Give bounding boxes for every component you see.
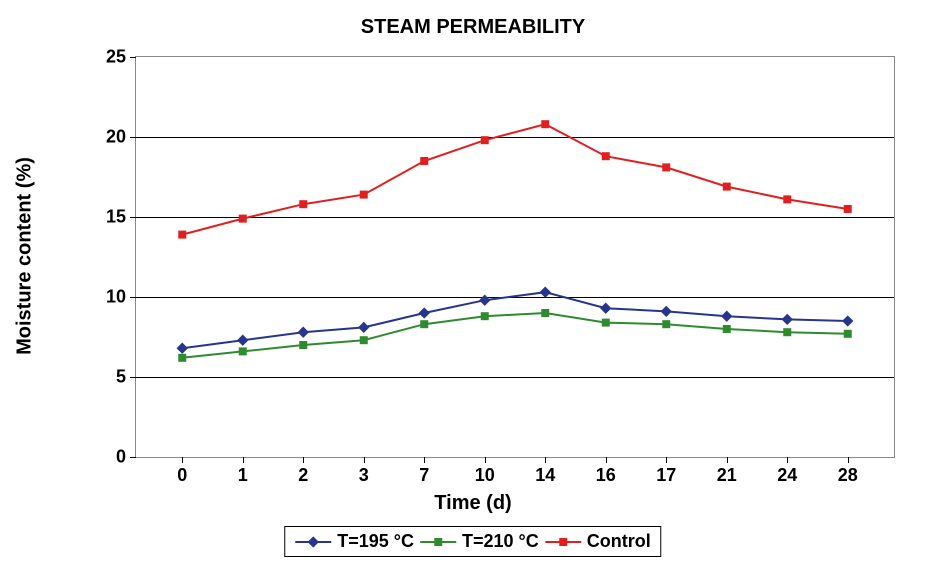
series-marker xyxy=(419,307,430,318)
series-marker xyxy=(177,343,188,354)
series-line xyxy=(182,292,848,348)
x-tick-mark xyxy=(848,457,849,463)
series-marker xyxy=(360,191,368,199)
legend-swatch xyxy=(295,535,331,549)
series-marker xyxy=(844,330,852,338)
series-marker xyxy=(600,303,611,314)
series-layer xyxy=(136,57,894,457)
x-tick-mark xyxy=(243,457,244,463)
x-tick-mark xyxy=(424,457,425,463)
series-marker xyxy=(782,314,793,325)
series-marker xyxy=(178,354,186,362)
chart-container: { "chart": { "type": "line", "title": "S… xyxy=(0,0,946,586)
legend-swatch xyxy=(420,535,456,549)
series-marker xyxy=(540,287,551,298)
series-marker xyxy=(661,306,672,317)
chart-title: STEAM PERMEABILITY xyxy=(0,16,946,39)
series-marker xyxy=(298,327,309,338)
series-marker xyxy=(541,309,549,317)
legend-swatch xyxy=(545,535,581,549)
x-tick-mark xyxy=(727,457,728,463)
series-marker xyxy=(239,215,247,223)
series-marker xyxy=(237,335,248,346)
legend-label: T=210 °C xyxy=(462,531,539,552)
series-marker xyxy=(842,315,853,326)
series-marker xyxy=(481,136,489,144)
series-marker xyxy=(481,312,489,320)
series-marker xyxy=(239,347,247,355)
series-marker xyxy=(178,231,186,239)
series-marker xyxy=(721,311,732,322)
x-axis-title: Time (d) xyxy=(0,492,946,515)
x-tick-mark xyxy=(303,457,304,463)
legend-label: Control xyxy=(587,531,651,552)
series-marker xyxy=(479,295,490,306)
series-marker xyxy=(358,322,369,333)
x-tick-mark xyxy=(545,457,546,463)
x-tick-mark xyxy=(182,457,183,463)
series-marker xyxy=(602,319,610,327)
series-line xyxy=(182,124,848,234)
x-tick-mark xyxy=(485,457,486,463)
series-marker xyxy=(783,195,791,203)
y-axis-title: Moisture content (%) xyxy=(14,157,37,355)
series-marker xyxy=(783,328,791,336)
series-marker xyxy=(360,336,368,344)
plot-area: 05101520250123710141617212428 xyxy=(135,56,895,458)
series-marker xyxy=(662,320,670,328)
legend-label: T=195 °C xyxy=(337,531,414,552)
series-marker xyxy=(420,157,428,165)
series-marker xyxy=(602,152,610,160)
x-tick-mark xyxy=(364,457,365,463)
series-marker xyxy=(299,200,307,208)
x-tick-mark xyxy=(606,457,607,463)
series-marker xyxy=(662,163,670,171)
x-tick-mark xyxy=(666,457,667,463)
series-marker xyxy=(541,120,549,128)
series-marker xyxy=(723,183,731,191)
series-marker xyxy=(844,205,852,213)
series-marker xyxy=(299,341,307,349)
series-marker xyxy=(420,320,428,328)
y-tick-mark xyxy=(130,457,136,458)
series-marker xyxy=(723,325,731,333)
x-tick-mark xyxy=(787,457,788,463)
legend: T=195 °C T=210 °C Control xyxy=(284,526,661,557)
